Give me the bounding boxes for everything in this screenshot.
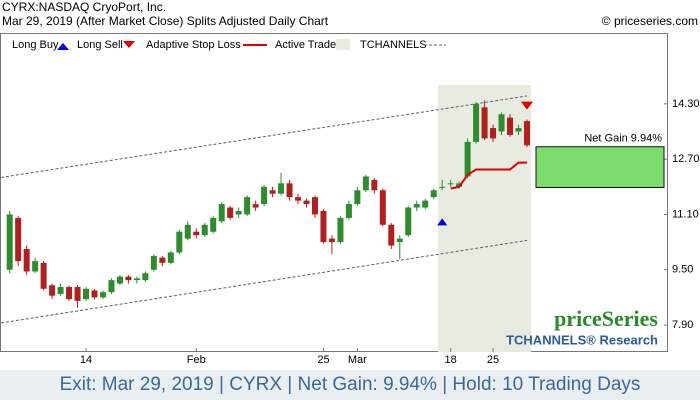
y-tick-label: 9.50 [672,264,693,276]
candle-body [23,249,30,272]
x-tick-label: 14 [80,354,92,366]
candle-body [490,128,497,139]
candle-body [405,207,412,236]
candle-body [371,179,378,191]
candle-body [66,287,73,300]
candle-body [498,114,505,132]
legend-label: TCHANNELS [360,39,427,51]
candle-body [278,183,285,194]
candle-body [218,204,225,222]
candle-body [515,128,522,132]
candle-body [320,210,327,243]
legend-label: Long Buy [12,39,59,51]
candle-body [244,197,251,215]
candle-body [261,186,268,205]
candle-body [15,217,22,262]
candle-body [379,190,386,225]
candle-body [252,204,259,208]
candle-body [388,224,395,246]
legend-symbol [123,41,135,48]
candle-body [83,288,90,300]
channel-line [0,95,528,178]
x-tick-label: Mar [348,354,367,366]
x-tick-label: Feb [187,354,206,366]
x-tick-label: 25 [317,354,329,366]
candle-body [235,210,242,215]
candle-body [184,224,191,239]
copyright: © priceseries.com [602,14,698,28]
candle-body [311,197,318,215]
footer-band [0,370,700,400]
candle-body [523,121,530,146]
net-gain-label: Net Gain 9.94% [584,133,662,145]
candle-body [6,214,13,270]
candle-body [57,287,64,294]
plot-frame [0,33,668,352]
candle-body [32,261,39,272]
candle-body [159,257,166,263]
watermark: priceSeries [554,306,658,331]
candle-body [286,183,293,198]
legend-symbol [336,39,350,50]
candle-body [74,287,81,301]
candle-body [295,197,302,201]
candle-body [201,224,208,236]
candle-body [167,252,174,263]
candle-body [481,107,488,139]
candle-body [447,183,454,185]
candle-body [40,262,47,289]
candle-body [116,276,123,284]
candle-body [193,231,200,236]
y-tick-label: 11.10 [672,208,699,220]
candle-body [210,217,217,232]
candle-body [413,204,420,208]
candle-body [142,273,149,281]
candle-body [430,190,437,198]
candle-body [49,285,56,296]
x-tick-label: 18 [445,354,457,366]
candle-body [337,217,344,243]
candle-body [473,103,480,142]
candle-body [396,238,403,243]
x-tick-label: 25 [487,354,499,366]
candle-body [507,117,514,135]
watermark-2: TCHANNELS® Research [506,332,658,347]
legend-label: Adaptive Stop Loss [146,39,241,51]
candle-body [422,200,429,208]
candle-body [150,255,157,270]
candle-body [362,176,369,191]
legend-label: Long Sell [77,39,123,51]
channel-line [0,239,528,324]
candle-body [99,292,106,298]
candle-body [354,190,361,205]
candle-body [227,207,234,218]
candle-body [91,290,98,298]
y-tick-label: 12.70 [672,153,700,165]
candle-body [464,141,471,177]
y-tick-label: 7.90 [672,319,693,331]
chart-title: CYRX:NASDAQ CryoPort, Inc. [2,0,166,14]
entry-arrow [437,218,448,226]
candle-body [269,190,276,194]
candle-body [133,278,140,281]
candle-body [125,276,132,281]
footer: Exit: Mar 29, 2019 | CYRX | Net Gain: 9.… [60,374,641,395]
legend-symbol [57,43,69,50]
legend: Long Buy Long Sell Adaptive Stop Loss Ac… [12,39,446,51]
candle-body [439,186,446,188]
candle-body [328,238,335,243]
exit-arrow [520,101,533,110]
stop-loss-line [450,161,527,190]
chart-subtitle: Mar 29, 2019 (After Market Close) Splits… [2,14,329,28]
candle-body [108,280,115,293]
net-gain-box [535,146,665,188]
y-tick-label: 14.30 [672,98,700,110]
candle-body [176,231,183,253]
legend-label: Active Trade [275,39,336,51]
candle-body [303,200,310,205]
candle-body [345,204,352,218]
